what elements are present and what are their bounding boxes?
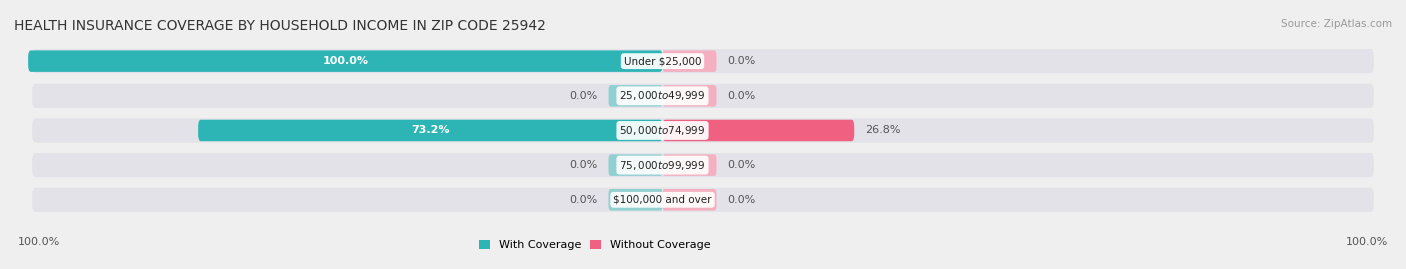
FancyBboxPatch shape [32, 84, 1374, 108]
FancyBboxPatch shape [32, 49, 1374, 73]
Text: 0.0%: 0.0% [727, 56, 755, 66]
FancyBboxPatch shape [662, 154, 717, 176]
FancyBboxPatch shape [609, 189, 662, 211]
Text: 100.0%: 100.0% [322, 56, 368, 66]
Text: 0.0%: 0.0% [569, 195, 598, 205]
FancyBboxPatch shape [662, 189, 717, 211]
Text: 26.8%: 26.8% [865, 125, 900, 136]
Text: $50,000 to $74,999: $50,000 to $74,999 [620, 124, 706, 137]
Text: $75,000 to $99,999: $75,000 to $99,999 [620, 159, 706, 172]
FancyBboxPatch shape [662, 85, 717, 107]
FancyBboxPatch shape [198, 120, 662, 141]
FancyBboxPatch shape [32, 118, 1374, 143]
Text: 0.0%: 0.0% [727, 91, 755, 101]
FancyBboxPatch shape [662, 120, 855, 141]
Text: 0.0%: 0.0% [569, 160, 598, 170]
Text: 100.0%: 100.0% [1346, 238, 1388, 247]
Text: 73.2%: 73.2% [411, 125, 450, 136]
Text: $100,000 and over: $100,000 and over [613, 195, 711, 205]
FancyBboxPatch shape [609, 154, 662, 176]
Legend: With Coverage, Without Coverage: With Coverage, Without Coverage [475, 235, 716, 255]
Text: HEALTH INSURANCE COVERAGE BY HOUSEHOLD INCOME IN ZIP CODE 25942: HEALTH INSURANCE COVERAGE BY HOUSEHOLD I… [14, 19, 546, 33]
FancyBboxPatch shape [32, 188, 1374, 212]
Text: 0.0%: 0.0% [727, 195, 755, 205]
Text: $25,000 to $49,999: $25,000 to $49,999 [620, 89, 706, 102]
FancyBboxPatch shape [609, 85, 662, 107]
FancyBboxPatch shape [662, 50, 717, 72]
FancyBboxPatch shape [28, 50, 662, 72]
Text: 0.0%: 0.0% [569, 91, 598, 101]
Text: Under $25,000: Under $25,000 [624, 56, 702, 66]
FancyBboxPatch shape [32, 153, 1374, 177]
Text: 100.0%: 100.0% [18, 238, 60, 247]
Text: Source: ZipAtlas.com: Source: ZipAtlas.com [1281, 19, 1392, 29]
Text: 0.0%: 0.0% [727, 160, 755, 170]
